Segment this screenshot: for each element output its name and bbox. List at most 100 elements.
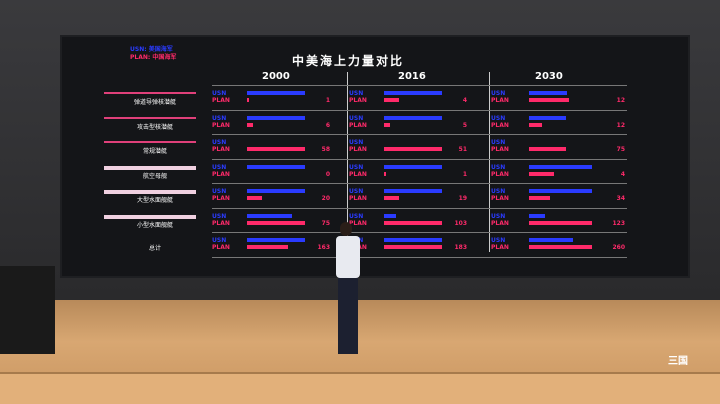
series-tag-usn: USN xyxy=(491,188,506,195)
plan-value: 5 xyxy=(462,121,467,129)
plan-bar xyxy=(384,171,386,176)
row-separator xyxy=(212,134,627,135)
series-tag-plan: PLAN xyxy=(491,146,509,153)
plan-value: 75 xyxy=(321,219,330,227)
series-tag-plan: PLAN xyxy=(212,195,230,202)
chart-title: 中美海上力量对比 xyxy=(292,54,405,68)
presenter-legs xyxy=(338,278,358,354)
plan-value: 12 xyxy=(616,121,625,129)
plan-value: 6 xyxy=(325,121,330,129)
plan-bar xyxy=(384,220,442,225)
plan-bar xyxy=(384,245,442,249)
plan-bar xyxy=(529,147,566,151)
series-tag-plan: PLAN xyxy=(212,121,230,129)
usn-bar xyxy=(529,213,546,218)
series-tag-plan: PLAN xyxy=(491,195,509,202)
plan-value: 4 xyxy=(462,97,467,104)
stage-edge xyxy=(0,372,720,404)
series-tag-usn: USN xyxy=(491,90,506,97)
plan-bar xyxy=(529,98,570,102)
presentation-screen xyxy=(60,35,690,278)
usn-bar xyxy=(384,213,396,218)
plan-bar xyxy=(384,98,399,102)
plan-bar xyxy=(529,171,555,176)
plan-value: 260 xyxy=(612,244,625,251)
podium xyxy=(0,266,55,354)
row-separator xyxy=(212,183,627,184)
plan-bar xyxy=(247,220,305,225)
year-2016: 2016 xyxy=(398,71,426,82)
plan-bar xyxy=(247,122,253,127)
plan-value: 19 xyxy=(458,195,467,202)
series-tag-plan: PLAN xyxy=(212,219,230,227)
series-tag-plan: PLAN xyxy=(349,170,367,178)
series-tag-usn: USN xyxy=(349,188,364,195)
series-tag-usn: USN xyxy=(491,139,506,146)
plan-value: 1 xyxy=(462,170,467,178)
year-2000: 2000 xyxy=(262,71,290,82)
ship-silhouette-icon xyxy=(104,165,196,170)
series-tag-plan: PLAN xyxy=(491,219,509,227)
usn-bar xyxy=(247,238,305,242)
legend-usn: USN: 美国海军 xyxy=(130,46,173,53)
plan-value: 34 xyxy=(616,195,625,202)
ship-silhouette-icon xyxy=(104,141,196,143)
series-tag-usn: USN xyxy=(349,139,364,146)
row-separator xyxy=(212,158,627,160)
ship-silhouette-icon xyxy=(104,214,196,219)
plan-bar xyxy=(529,122,542,127)
series-tag-usn: USN xyxy=(212,90,227,97)
plan-bar xyxy=(384,196,399,200)
plan-bar xyxy=(247,98,249,102)
row-separator xyxy=(212,207,627,209)
row-separator xyxy=(212,232,627,233)
plan-bar xyxy=(247,147,305,151)
series-tag-plan: PLAN xyxy=(212,244,230,251)
ship-silhouette-icon xyxy=(104,92,196,94)
category-label: 小型水面舰艇 xyxy=(136,221,173,229)
usn-bar xyxy=(384,91,442,95)
series-tag-plan: PLAN xyxy=(349,195,367,202)
plan-bar xyxy=(247,196,262,200)
category-label: 大型水面舰艇 xyxy=(136,197,173,204)
usn-bar xyxy=(247,189,305,193)
plan-bar xyxy=(384,147,442,151)
series-tag-usn: USN xyxy=(212,237,227,244)
usn-bar xyxy=(529,238,574,242)
usn-bar xyxy=(529,115,566,120)
presenter-head xyxy=(340,222,352,236)
series-tag-usn: USN xyxy=(491,114,506,122)
column-divider xyxy=(347,72,348,252)
usn-bar xyxy=(247,115,305,120)
year-2030: 2030 xyxy=(535,71,563,82)
watermark-logo: 三国 xyxy=(668,356,688,367)
plan-value: 58 xyxy=(321,146,330,153)
ship-silhouette-icon xyxy=(104,190,196,194)
plan-value: 4 xyxy=(620,170,625,178)
category-label: 总计 xyxy=(148,245,161,252)
series-tag-plan: PLAN xyxy=(349,146,367,153)
series-tag-plan: PLAN xyxy=(491,97,509,104)
series-tag-usn: USN xyxy=(212,163,227,171)
plan-value: 51 xyxy=(458,146,467,153)
category-label: 常规潜艇 xyxy=(142,148,167,155)
series-tag-usn: USN xyxy=(491,163,506,171)
series-tag-plan: PLAN xyxy=(349,219,367,227)
legend-plan: PLAN: 中国海军 xyxy=(130,54,177,61)
series-tag-plan: PLAN xyxy=(212,170,230,178)
series-tag-usn: USN xyxy=(212,114,227,122)
plan-bar xyxy=(529,220,592,225)
usn-bar xyxy=(384,164,442,169)
plan-value: 75 xyxy=(616,146,625,153)
category-label: 航空母舰 xyxy=(142,172,167,180)
plan-value: 20 xyxy=(321,195,330,202)
series-tag-usn: USN xyxy=(212,188,227,195)
plan-bar xyxy=(529,196,551,200)
plan-value: 1 xyxy=(325,97,330,104)
series-tag-usn: USN xyxy=(212,212,227,220)
plan-value: 12 xyxy=(616,97,625,104)
plan-value: 163 xyxy=(317,244,330,251)
usn-bar xyxy=(247,91,305,95)
series-tag-usn: USN xyxy=(491,237,506,244)
plan-value: 103 xyxy=(454,219,467,227)
